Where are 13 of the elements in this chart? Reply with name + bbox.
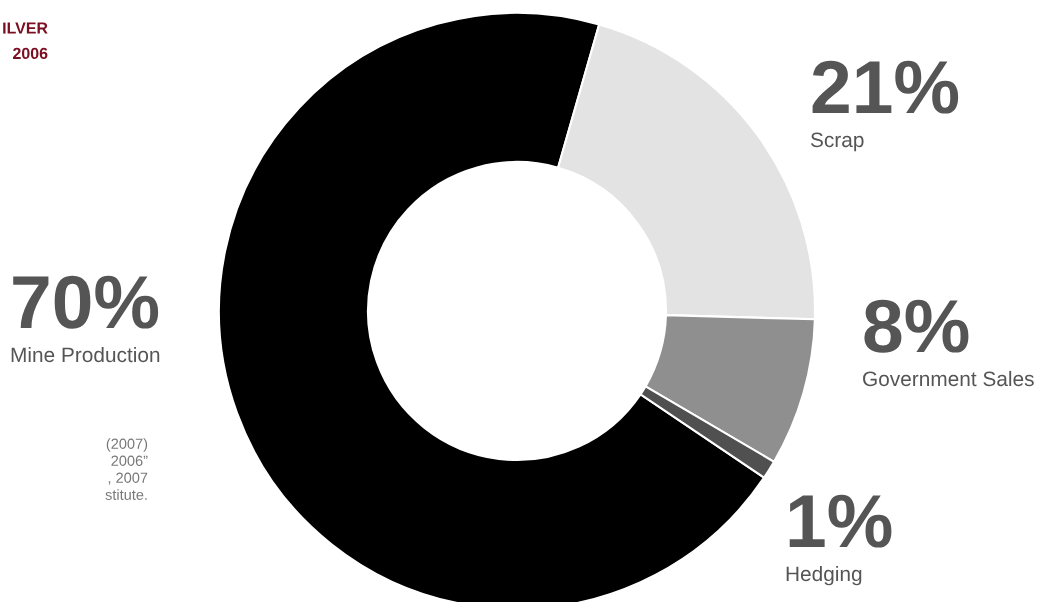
text: ILVER 2006 xyxy=(3,22,48,60)
slice-label: Hedging xyxy=(786,565,862,586)
data-label: 70% xyxy=(13,275,159,329)
text: , 2007 xyxy=(108,472,148,485)
slice-label: Scrap xyxy=(810,132,864,152)
data-label: 21% xyxy=(812,60,959,114)
slice-label: Government Sales xyxy=(863,370,1034,387)
data-label: 8% xyxy=(864,299,969,353)
text: (2007) xyxy=(106,438,148,452)
data-label: 1% xyxy=(789,494,892,548)
slice-label: Mine Production xyxy=(11,346,160,363)
text: stitute. xyxy=(105,489,147,500)
text: 2006” xyxy=(111,455,148,466)
